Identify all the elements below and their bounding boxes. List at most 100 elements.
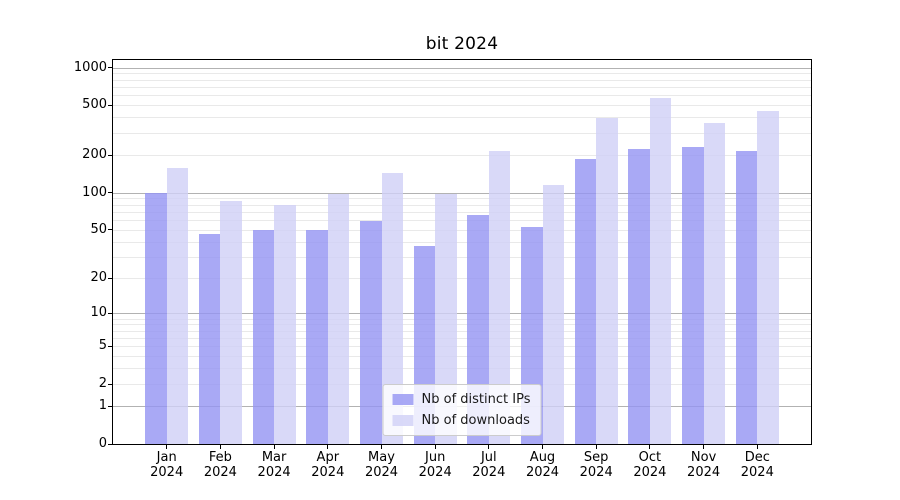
- bar-jun-downloads: [435, 194, 457, 444]
- y-gridline-minor-200: [113, 155, 811, 156]
- x-tick-aug: [542, 445, 543, 449]
- x-tick-jun: [434, 445, 436, 449]
- legend-entry-downloads: Nb of downloads: [392, 413, 531, 428]
- y-gridline-minor-900: [113, 73, 811, 75]
- x-tick-label: Feb 2024: [188, 450, 252, 480]
- y-tick-label: 200: [82, 147, 107, 162]
- bar-apr-distinct-ips: [306, 229, 328, 444]
- x-tick-feb: [219, 445, 221, 449]
- y-gridline-minor-700: [113, 86, 811, 88]
- bar-sep-distinct-ips: [574, 159, 597, 444]
- bar-may-distinct-ips: [360, 220, 382, 444]
- x-tick-label-year: 2024: [150, 465, 184, 480]
- y-gridline-minor-400: [113, 117, 811, 119]
- plot-area: Nb of distinct IPs Nb of downloads: [112, 59, 812, 445]
- y-tick-10: [108, 312, 113, 314]
- bar-jan-distinct-ips: [145, 192, 167, 444]
- x-tick-label: Jul 2024: [457, 450, 521, 480]
- x-tick-label: Dec 2024: [725, 450, 789, 480]
- y-gridline-minor-8: [113, 324, 811, 326]
- y-tick-2: [108, 383, 113, 385]
- y-gridline-major-1000: [113, 67, 811, 69]
- x-tick-label-month: Oct: [638, 450, 662, 465]
- bar-jul-downloads: [488, 151, 511, 444]
- x-tick-oct: [649, 445, 651, 449]
- bar-feb-distinct-ips: [198, 234, 221, 444]
- y-tick-100: [108, 192, 113, 193]
- x-tick-label-year: 2024: [687, 465, 721, 480]
- y-gridline-minor-4: [113, 356, 811, 358]
- bar-nov-downloads: [703, 123, 726, 444]
- y-gridline-minor-20: [113, 278, 811, 280]
- x-tick-dec: [756, 445, 758, 449]
- legend-label-distinct-ips: Nb of distinct IPs: [421, 392, 531, 407]
- x-tick-label-month: Feb: [208, 450, 232, 465]
- y-gridline-minor-30: [113, 256, 811, 258]
- bar-mar-distinct-ips: [252, 229, 275, 444]
- bar-sep-downloads: [596, 117, 618, 444]
- y-gridline-minor-90: [113, 198, 811, 200]
- x-tick-label-year: 2024: [472, 465, 506, 480]
- y-tick-label: 2: [98, 376, 107, 392]
- y-gridline-minor-60: [113, 220, 811, 221]
- y-tick-500: [108, 104, 113, 106]
- y-gridline-major-10: [113, 313, 811, 315]
- x-tick-label-month: Jul: [480, 450, 497, 465]
- y-gridline-minor-50: [113, 229, 811, 231]
- bar-aug-downloads: [542, 184, 564, 444]
- y-tick-50: [108, 229, 113, 231]
- chart-title: bit 2024: [425, 34, 499, 54]
- bar-mar-downloads: [274, 205, 296, 444]
- x-tick-label-month: Nov: [690, 450, 717, 465]
- y-gridline-minor-7: [113, 330, 811, 332]
- x-tick-jul: [488, 445, 490, 449]
- x-tick-may: [381, 445, 382, 449]
- y-tick-5: [108, 345, 113, 347]
- x-tick-label-year: 2024: [418, 465, 452, 480]
- x-tick-label-month: Dec: [744, 450, 770, 465]
- bar-dec-distinct-ips: [735, 150, 758, 444]
- y-tick-label: 20: [90, 270, 107, 286]
- bar-oct-downloads: [649, 97, 672, 444]
- x-tick-label-year: 2024: [525, 465, 560, 480]
- y-gridline-minor-500: [113, 105, 811, 107]
- bar-dec-downloads: [757, 110, 779, 444]
- y-gridline-minor-3: [113, 368, 811, 370]
- x-tick-label: Jan 2024: [135, 450, 199, 480]
- x-tick-label-month: Sep: [583, 450, 609, 465]
- y-tick-label: 0: [98, 436, 107, 451]
- x-tick-label: Aug 2024: [511, 450, 575, 480]
- y-tick-label: 100: [82, 184, 107, 200]
- bar-jan-downloads: [166, 167, 189, 444]
- x-tick-sep: [595, 445, 597, 449]
- x-tick-label-month: Jan: [156, 450, 177, 465]
- x-tick-label-month: Apr: [316, 450, 340, 465]
- y-tick-label: 10: [90, 305, 107, 321]
- legend-label-downloads: Nb of downloads: [421, 413, 530, 428]
- x-tick-label-year: 2024: [257, 465, 291, 480]
- x-tick-mar: [273, 445, 275, 449]
- bar-oct-distinct-ips: [628, 148, 650, 444]
- y-tick-20: [108, 277, 113, 279]
- y-tick-200: [108, 154, 113, 156]
- y-tick-label: 1000: [73, 59, 107, 75]
- x-tick-label-year: 2024: [364, 465, 399, 480]
- y-tick-label: 500: [82, 97, 107, 113]
- x-tick-label-year: 2024: [203, 465, 237, 480]
- x-tick-nov: [703, 445, 705, 449]
- x-tick-label-month: Mar: [261, 450, 287, 465]
- y-gridline-minor-9: [113, 318, 811, 320]
- x-tick-label-month: Aug: [529, 450, 556, 465]
- y-gridline-minor-300: [113, 133, 811, 134]
- x-tick-label: May 2024: [350, 450, 414, 480]
- x-tick-label-year: 2024: [579, 465, 613, 480]
- y-gridline-minor-70: [113, 211, 811, 213]
- x-tick-label-year: 2024: [311, 465, 345, 480]
- y-gridline-minor-6: [113, 337, 811, 339]
- legend-swatch-downloads: [392, 415, 414, 426]
- y-tick-label: 5: [98, 338, 107, 354]
- x-tick-jan: [166, 445, 168, 449]
- y-tick-1000: [108, 67, 113, 68]
- y-gridline-minor-800: [113, 79, 811, 81]
